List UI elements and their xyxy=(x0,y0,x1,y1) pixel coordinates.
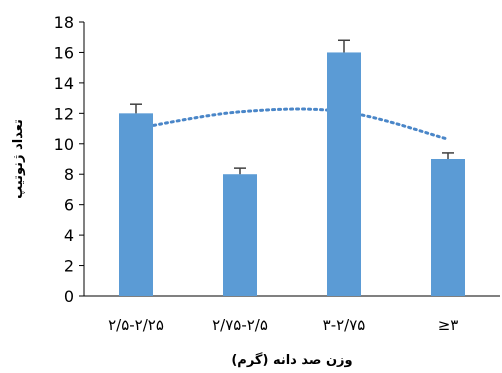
x-axis-title: وزن صد دانه (گرم) xyxy=(231,352,352,368)
y-axis-title: تعداد ژنوتیپ xyxy=(11,119,26,199)
y-tick-label: 14 xyxy=(54,74,74,93)
x-tick-label: ۳-۲/۷۵ xyxy=(323,316,366,334)
y-tick-label: 18 xyxy=(54,13,74,32)
bar xyxy=(431,159,465,296)
y-tick-label: 2 xyxy=(64,257,74,276)
y-tick-label: 10 xyxy=(54,135,74,154)
bar xyxy=(223,174,257,296)
x-tick-label: ≥۳ xyxy=(438,316,459,334)
x-tick-label: ۲/۷۵-۲/۵ xyxy=(212,316,268,334)
y-tick-label: 12 xyxy=(54,104,74,123)
y-tick-label: 0 xyxy=(64,287,74,306)
x-tick-label: ۲/۵-۲/۲۵ xyxy=(108,316,164,334)
trend-line xyxy=(134,107,450,141)
y-tick-label: 4 xyxy=(64,226,74,245)
bar xyxy=(327,52,361,296)
y-axis-ticks: 0 2 4 6 8 10 12 14 16 18 xyxy=(54,13,84,306)
bar xyxy=(119,113,153,296)
y-tick-label: 16 xyxy=(54,43,74,62)
bars-group xyxy=(119,39,465,296)
category-labels: ۲/۵-۲/۲۵ ۲/۷۵-۲/۵ ۳-۲/۷۵ ≥۳ xyxy=(108,316,458,334)
y-tick-label: 8 xyxy=(64,165,74,184)
y-tick-label: 6 xyxy=(64,196,74,215)
